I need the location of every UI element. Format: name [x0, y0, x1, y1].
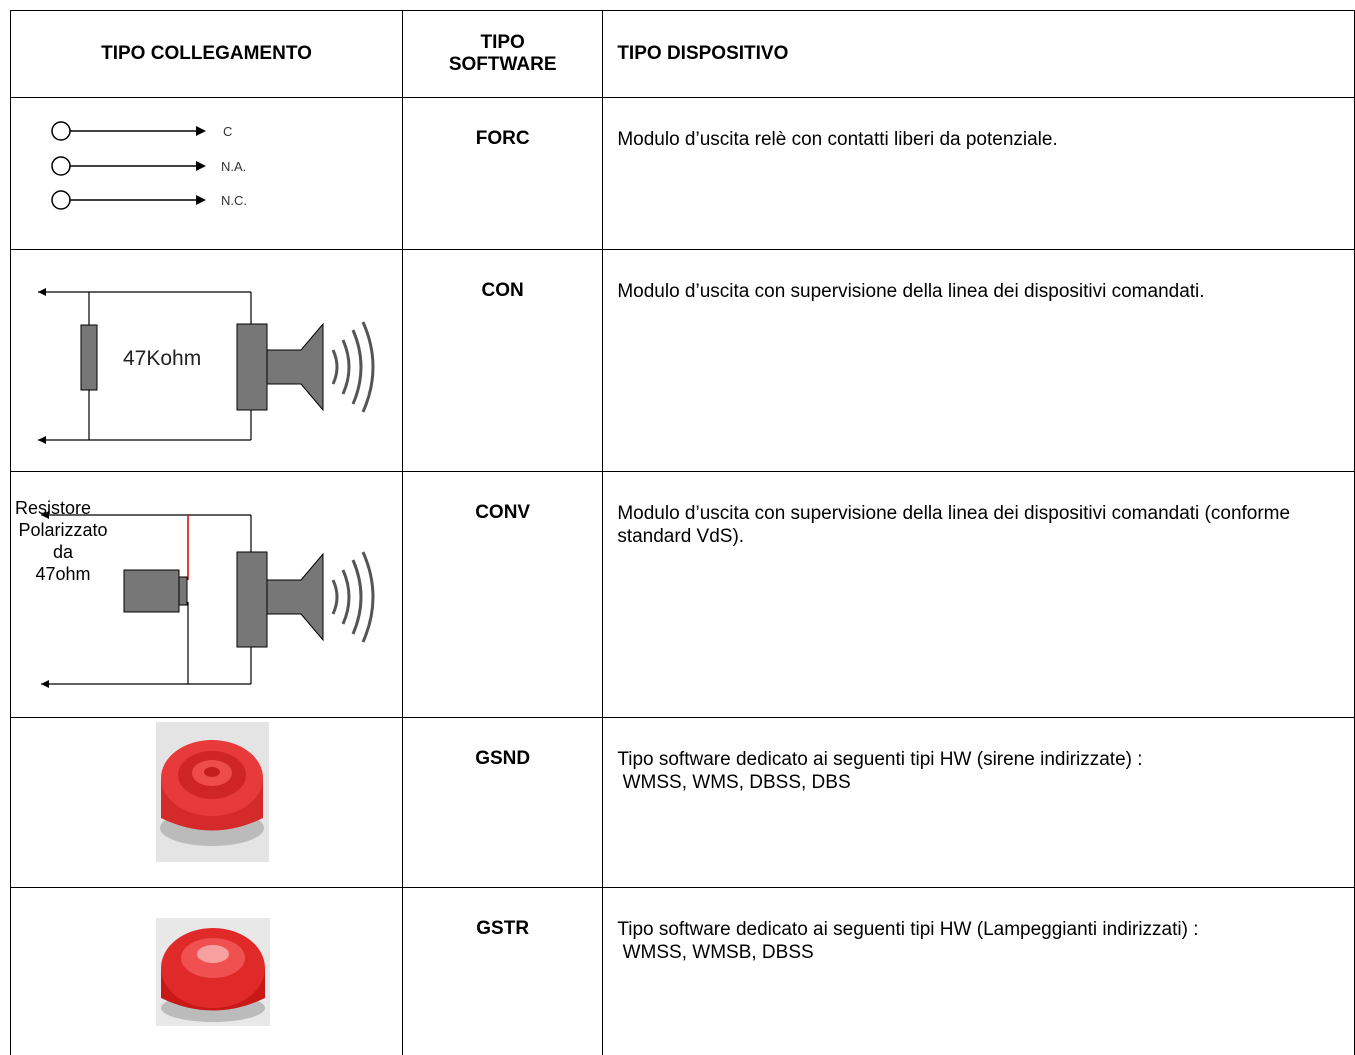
software-type: FORC	[401, 97, 604, 250]
row: Resistore Polarizzato da 47ohm CONV Modu…	[10, 471, 1355, 718]
header-line: SOFTWARE	[448, 54, 557, 75]
resistor-label: Resistore	[15, 498, 91, 518]
header-row: TIPO COLLEGAMENTO TIPO SOFTWARE TIPO DISP…	[10, 10, 1355, 98]
device-table: TIPO COLLEGAMENTO TIPO SOFTWARE TIPO DISP…	[10, 10, 1355, 1055]
software-type: GSTR	[401, 887, 604, 1055]
row: C N.A. N.C. FORC Modulo d’uscita relè co…	[10, 97, 1355, 250]
diagram-cell: 47Kohm	[10, 249, 403, 472]
resistor-label: da	[53, 542, 74, 562]
header-cell: TIPO SOFTWARE	[401, 10, 604, 98]
diagram-cell: C N.A. N.C.	[10, 97, 403, 250]
description: Modulo d’uscita con supervisione della l…	[602, 471, 1355, 718]
software-type: GSND	[401, 717, 604, 888]
resistor-label: 47ohm	[35, 564, 90, 584]
description-line: Modulo d’uscita con supervisione della l…	[617, 503, 1296, 547]
terminal-label: C	[223, 124, 232, 139]
resistor-label: 47Kohm	[123, 347, 201, 370]
description-line: Modulo d’uscita relè con contatti liberi…	[617, 129, 1058, 150]
software-type: CONV	[401, 471, 604, 718]
siren-image	[156, 722, 269, 862]
relay-diagram: C N.A. N.C.	[51, 121, 247, 210]
row: GSND Tipo software dedicato ai seguenti …	[10, 717, 1355, 888]
software-type: CON	[401, 249, 604, 472]
terminal-label: N.A.	[221, 159, 246, 174]
supervised-diagram: 47Kohm	[38, 288, 375, 444]
row: 47Kohm CON Modulo d’uscita con supervisi…	[10, 249, 1355, 472]
image-cell	[10, 887, 403, 1055]
terminal-label: N.C.	[221, 193, 247, 208]
description: Modulo d’uscita relè con contatti liberi…	[602, 97, 1355, 250]
header-cell: TIPO DISPOSITIVO	[602, 10, 1355, 98]
row: GSTR Tipo software dedicato ai seguenti …	[10, 887, 1355, 1055]
vds-diagram: Resistore Polarizzato da 47ohm	[15, 498, 375, 688]
description-line: Modulo d’uscita con supervisione della l…	[617, 281, 1205, 302]
header-line: TIPO	[480, 32, 525, 53]
description-line: Tipo software dedicato ai seguenti tipi …	[617, 919, 1199, 940]
diagram-cell: Resistore Polarizzato da 47ohm	[10, 471, 403, 718]
description-line: WMSS, WMS, DBSS, DBS	[617, 772, 851, 793]
header-cell: TIPO COLLEGAMENTO	[10, 10, 403, 98]
image-cell	[10, 717, 403, 888]
resistor-label: Polarizzato	[18, 520, 107, 540]
description: Modulo d’uscita con supervisione della l…	[602, 249, 1355, 472]
description-line: WMSS, WMSB, DBSS	[617, 942, 814, 963]
beacon-image	[156, 918, 270, 1026]
description-line: Tipo software dedicato ai seguenti tipi …	[617, 749, 1143, 770]
description: Tipo software dedicato ai seguenti tipi …	[602, 887, 1355, 1055]
description: Tipo software dedicato ai seguenti tipi …	[602, 717, 1355, 888]
